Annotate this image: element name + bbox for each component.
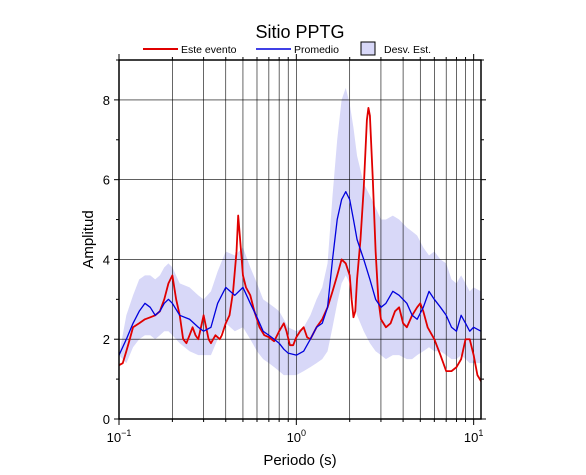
x-tick-label: 100 [287, 428, 306, 445]
legend-swatch-band [360, 41, 376, 56]
x-tick-label: 101 [464, 428, 483, 445]
plot-frame [118, 59, 482, 420]
legend: Este evento Promedio Desv. Est. [143, 41, 431, 56]
legend-label-mean: Promedio [294, 44, 339, 56]
legend-label-band: Desv. Est. [384, 44, 431, 56]
y-tick-label: 2 [103, 332, 110, 347]
x-axis-label: Periodo (s) [263, 452, 336, 469]
series-line-event [119, 106, 481, 382]
y-axis-label: Amplitud [80, 210, 97, 268]
series-line-mean [119, 190, 481, 356]
y-tick-label: 8 [103, 93, 110, 108]
chart-title: Sitio PPTG [255, 22, 344, 42]
y-tick-label: 0 [103, 412, 110, 427]
y-tick-label: 6 [103, 173, 110, 188]
y-tick-label: 4 [103, 252, 110, 267]
legend-label-event: Este evento [181, 44, 237, 56]
std-dev-band [119, 87, 481, 376]
x-tick-label: 10−1 [107, 428, 132, 445]
